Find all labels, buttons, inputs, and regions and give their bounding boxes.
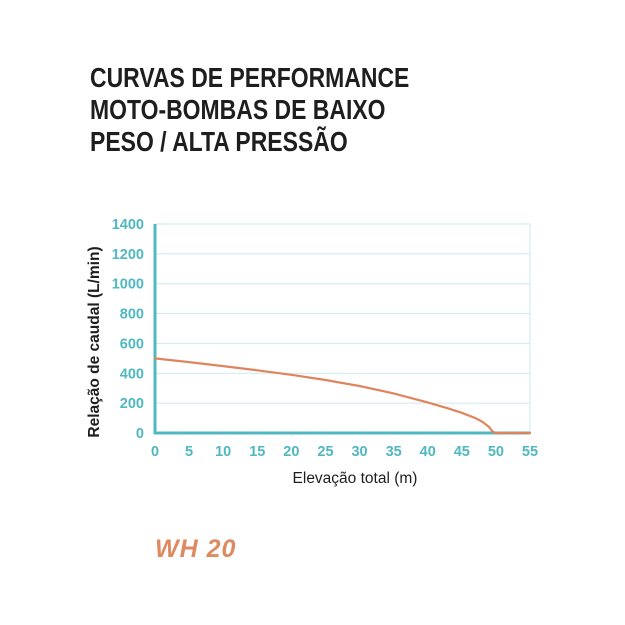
x-tick-label-30: 30 xyxy=(351,444,367,460)
x-tick-label-45: 45 xyxy=(454,444,470,460)
y-tick-label-800: 800 xyxy=(120,307,144,323)
chart-title: CURVAS DE PERFORMANCE MOTO-BOMBAS DE BAI… xyxy=(90,62,500,158)
y-tick-label-1000: 1000 xyxy=(112,277,144,293)
x-tick-label-0: 0 xyxy=(151,444,159,460)
y-tick-labels: 0 200 400 600 800 1000 1200 1400 xyxy=(112,217,144,442)
x-tick-label-20: 20 xyxy=(283,444,299,460)
x-tick-labels: 0 5 10 15 20 25 30 35 40 45 50 55 xyxy=(151,444,538,460)
x-axis-label: Elevação total (m) xyxy=(293,470,418,487)
title-line-2: MOTO-BOMBAS DE BAIXO xyxy=(90,94,386,125)
x-tick-label-55: 55 xyxy=(522,444,538,460)
x-tick-label-25: 25 xyxy=(317,444,333,460)
y-tick-label-600: 600 xyxy=(120,336,144,352)
y-tick-label-0: 0 xyxy=(136,426,144,442)
title-line-3: PESO / ALTA PRESSÃO xyxy=(90,126,348,157)
title-line-1: CURVAS DE PERFORMANCE xyxy=(90,62,410,93)
y-tick-label-400: 400 xyxy=(120,366,144,382)
series-line-0 xyxy=(153,357,532,435)
y-tick-label-1400: 1400 xyxy=(112,217,144,233)
x-tick-label-15: 15 xyxy=(249,444,265,460)
x-tick-label-40: 40 xyxy=(420,444,436,460)
model-label: WH 20 xyxy=(155,535,237,563)
y-axis-label: Relação de caudal (L/min) xyxy=(86,246,103,437)
x-tick-label-50: 50 xyxy=(488,444,504,460)
x-tick-label-5: 5 xyxy=(185,444,193,460)
series-layer xyxy=(153,357,532,435)
x-tick-label-10: 10 xyxy=(215,444,231,460)
axes xyxy=(153,224,530,435)
grid-lines xyxy=(155,223,531,433)
y-tick-label-200: 200 xyxy=(120,396,144,412)
x-tick-label-35: 35 xyxy=(386,444,402,460)
y-tick-label-1200: 1200 xyxy=(112,247,144,263)
